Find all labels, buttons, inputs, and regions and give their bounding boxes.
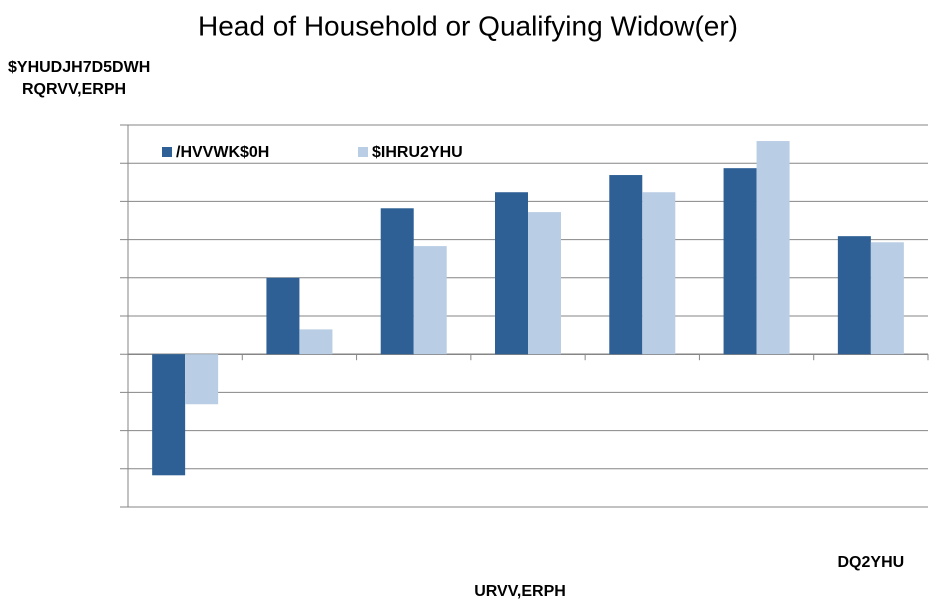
bar <box>380 208 414 355</box>
legend-swatch <box>358 147 368 157</box>
bar <box>152 354 186 476</box>
bar <box>299 329 333 355</box>
x-axis-label: URVV,ERPH <box>474 583 566 600</box>
bar <box>609 175 643 355</box>
bar <box>528 212 561 355</box>
bar <box>837 236 871 355</box>
legend-label: $IHRU2YHU <box>372 144 463 161</box>
bar <box>495 192 528 355</box>
chart-title: Head of Household or Qualifying Widow(er… <box>198 10 738 41</box>
legend-label: /HVVWK$0H <box>176 144 269 161</box>
bar <box>870 242 904 355</box>
bar <box>756 141 790 355</box>
legend-swatch <box>162 147 172 157</box>
bar <box>642 192 676 355</box>
bar <box>413 246 447 355</box>
bar <box>723 168 757 355</box>
bar <box>185 354 219 405</box>
x-tick-label: DQ2YHU <box>838 554 905 571</box>
y-axis-label: $YHUDJH7D5DWH <box>8 59 150 76</box>
bar <box>266 277 300 355</box>
y-axis-label: RQRVV,ERPH <box>22 81 126 98</box>
